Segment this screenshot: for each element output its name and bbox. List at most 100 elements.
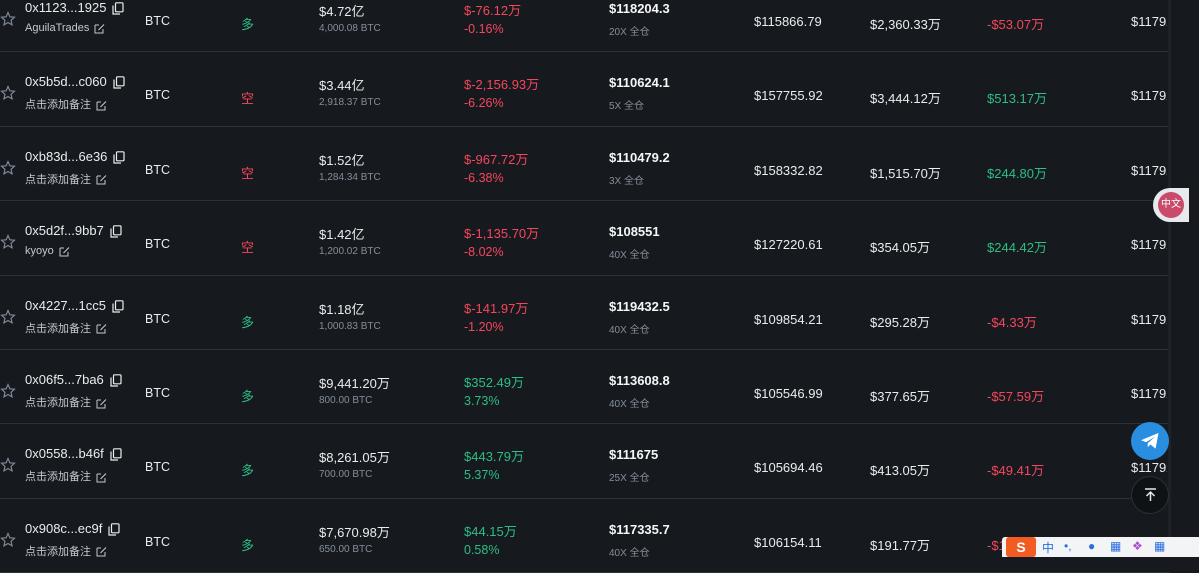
address-cell[interactable]: 0x1123...1925	[25, 0, 125, 15]
copy-icon[interactable]	[113, 76, 125, 90]
ime-toolbar[interactable]: S 中 •, ● ▦ ❖ ▦	[1002, 537, 1199, 557]
copy-icon[interactable]	[110, 225, 122, 238]
edit-icon[interactable]	[94, 23, 105, 34]
copy-icon[interactable]	[110, 374, 122, 387]
toolbox-icon[interactable]: ▦	[1154, 539, 1166, 553]
star-icon[interactable]	[0, 308, 16, 325]
position-value: $1.18亿	[319, 301, 365, 317]
star-icon[interactable]	[0, 383, 16, 399]
note-cell[interactable]: 点击添加备注	[25, 468, 107, 484]
edit-icon[interactable]	[59, 246, 70, 257]
direction-label: 多	[241, 388, 255, 404]
address-text[interactable]: 0x0558...b46f	[25, 446, 104, 462]
page-scrollbar[interactable]	[1168, 0, 1171, 557]
note-text: 点击添加备注	[25, 396, 91, 409]
coin-label: BTC	[145, 385, 170, 400]
note-cell[interactable]: 点击添加备注	[25, 543, 107, 559]
edit-icon[interactable]	[96, 323, 107, 334]
sogou-logo: S	[1006, 537, 1036, 557]
pnl-percent: -6.26%	[464, 96, 504, 111]
back-to-top-button[interactable]	[1131, 476, 1169, 514]
mark-price: $11792	[1131, 311, 1167, 327]
edit-icon[interactable]	[96, 100, 107, 111]
star-icon[interactable]	[0, 531, 16, 548]
star-icon[interactable]	[0, 85, 16, 101]
note-cell[interactable]: 点击添加备注	[25, 320, 107, 336]
entry-price: $118204.3	[609, 1, 670, 16]
position-value: $7,670.98万	[319, 524, 390, 540]
translate-extension-badge[interactable]: 中文	[1153, 188, 1189, 222]
keyboard-icon[interactable]: ▦	[1110, 539, 1122, 553]
leverage-label: 40X 全仓	[609, 250, 650, 262]
address-cell[interactable]: 0x5d2f...9bb7	[25, 223, 122, 238]
note-cell[interactable]: 点击添加备注	[25, 394, 107, 410]
leverage-label: 40X 全仓	[609, 547, 650, 559]
edit-icon[interactable]	[96, 546, 107, 557]
star-icon[interactable]	[0, 11, 16, 27]
funding-fee: -$53.07万	[987, 17, 1045, 32]
liquidation-price: $105694.46	[754, 460, 823, 476]
copy-icon[interactable]	[110, 448, 122, 462]
leverage-label: 25X 全仓	[609, 473, 650, 485]
table-row[interactable]: 0x0558...b46f 点击添加备注 BTC 多 $8,261.05万 70…	[0, 424, 1170, 499]
pnl-percent: -8.02%	[464, 245, 504, 260]
note-text: 点击添加备注	[25, 545, 91, 558]
note-cell[interactable]: 点击添加备注	[25, 96, 107, 112]
table-row[interactable]: 0xb83d...6e36 点击添加备注 BTC 空 $1.52亿 1,284.…	[0, 127, 1170, 202]
coin-label: BTC	[145, 311, 170, 326]
table-row[interactable]: 0x5d2f...9bb7 kyoyo BTC 空 $1.42亿 1,200.0…	[0, 201, 1170, 276]
telegram-button[interactable]	[1131, 422, 1169, 460]
edit-icon[interactable]	[96, 398, 107, 409]
liquidation-price: $158332.82	[754, 162, 823, 178]
punctuation-icon[interactable]: •,	[1064, 539, 1072, 553]
address-text[interactable]: 0x908c...ec9f	[25, 520, 103, 536]
funding-fee: -$4.33万	[987, 314, 1037, 330]
address-text[interactable]: 0x4227...1cc5	[25, 297, 106, 313]
margin-value: $3,444.12万	[870, 91, 941, 107]
margin-value: $377.65万	[870, 388, 930, 404]
table-row[interactable]: 0x4227...1cc5 点击添加备注 BTC 多 $1.18亿 1,000.…	[0, 276, 1170, 350]
edit-icon[interactable]	[96, 174, 107, 185]
address-cell[interactable]: 0x4227...1cc5	[25, 298, 124, 313]
star-icon[interactable]	[0, 234, 16, 250]
copy-icon[interactable]	[108, 522, 120, 536]
leverage-label: 40X 全仓	[609, 324, 650, 336]
edit-icon[interactable]	[96, 472, 107, 483]
star-icon[interactable]	[0, 159, 16, 176]
address-text[interactable]: 0xb83d...6e36	[25, 148, 108, 164]
coin-label: BTC	[145, 14, 170, 28]
star-icon[interactable]	[0, 457, 16, 473]
address-cell[interactable]: 0x5b5d...c060	[25, 74, 125, 89]
ime-mode-label[interactable]: 中	[1042, 541, 1055, 555]
margin-value: $413.05万	[870, 463, 930, 479]
address-text[interactable]: 0x1123...1925	[25, 0, 107, 15]
table-row[interactable]: 0x908c...ec9f 点击添加备注 BTC 多 $7,670.98万 65…	[0, 499, 1170, 573]
copy-icon[interactable]	[113, 151, 126, 164]
copy-icon[interactable]	[112, 2, 125, 15]
margin-value: $2,360.33万	[870, 17, 941, 32]
table-row[interactable]: 0x5b5d...c060 点击添加备注 BTC 空 $3.44亿 2,918.…	[0, 52, 1170, 127]
note-cell[interactable]: kyoyo	[25, 245, 70, 257]
leverage-label: 20X 全仓	[609, 27, 650, 38]
microphone-icon[interactable]: ●	[1088, 539, 1096, 553]
position-value: $3.44亿	[319, 78, 365, 94]
skin-icon[interactable]: ❖	[1132, 539, 1143, 553]
coin-label: BTC	[145, 534, 170, 549]
table-row[interactable]: 0x06f5...7ba6 点击添加备注 BTC 多 $9,441.20万 80…	[0, 350, 1170, 425]
address-cell[interactable]: 0x06f5...7ba6	[25, 372, 122, 387]
liquidation-price: $109854.21	[754, 311, 823, 327]
pnl-value: $-141.97万	[464, 300, 529, 316]
note-cell[interactable]: AguilaTrades	[25, 22, 105, 34]
copy-icon[interactable]	[112, 299, 124, 313]
address-cell[interactable]: 0x0558...b46f	[25, 446, 122, 461]
address-cell[interactable]: 0x908c...ec9f	[25, 521, 120, 536]
address-text[interactable]: 0x5d2f...9bb7	[25, 223, 104, 239]
address-text[interactable]: 0x5b5d...c060	[25, 74, 107, 90]
table-row[interactable]: 0x1123...1925 AguilaTrades BTC 多 $4.72亿 …	[0, 0, 1170, 53]
pnl-percent: -0.16%	[464, 22, 504, 36]
note-cell[interactable]: 点击添加备注	[25, 171, 107, 187]
address-cell[interactable]: 0xb83d...6e36	[25, 148, 126, 164]
pnl-value: $44.15万	[464, 523, 517, 539]
position-value: $8,261.05万	[319, 450, 390, 466]
address-text[interactable]: 0x06f5...7ba6	[25, 371, 104, 387]
